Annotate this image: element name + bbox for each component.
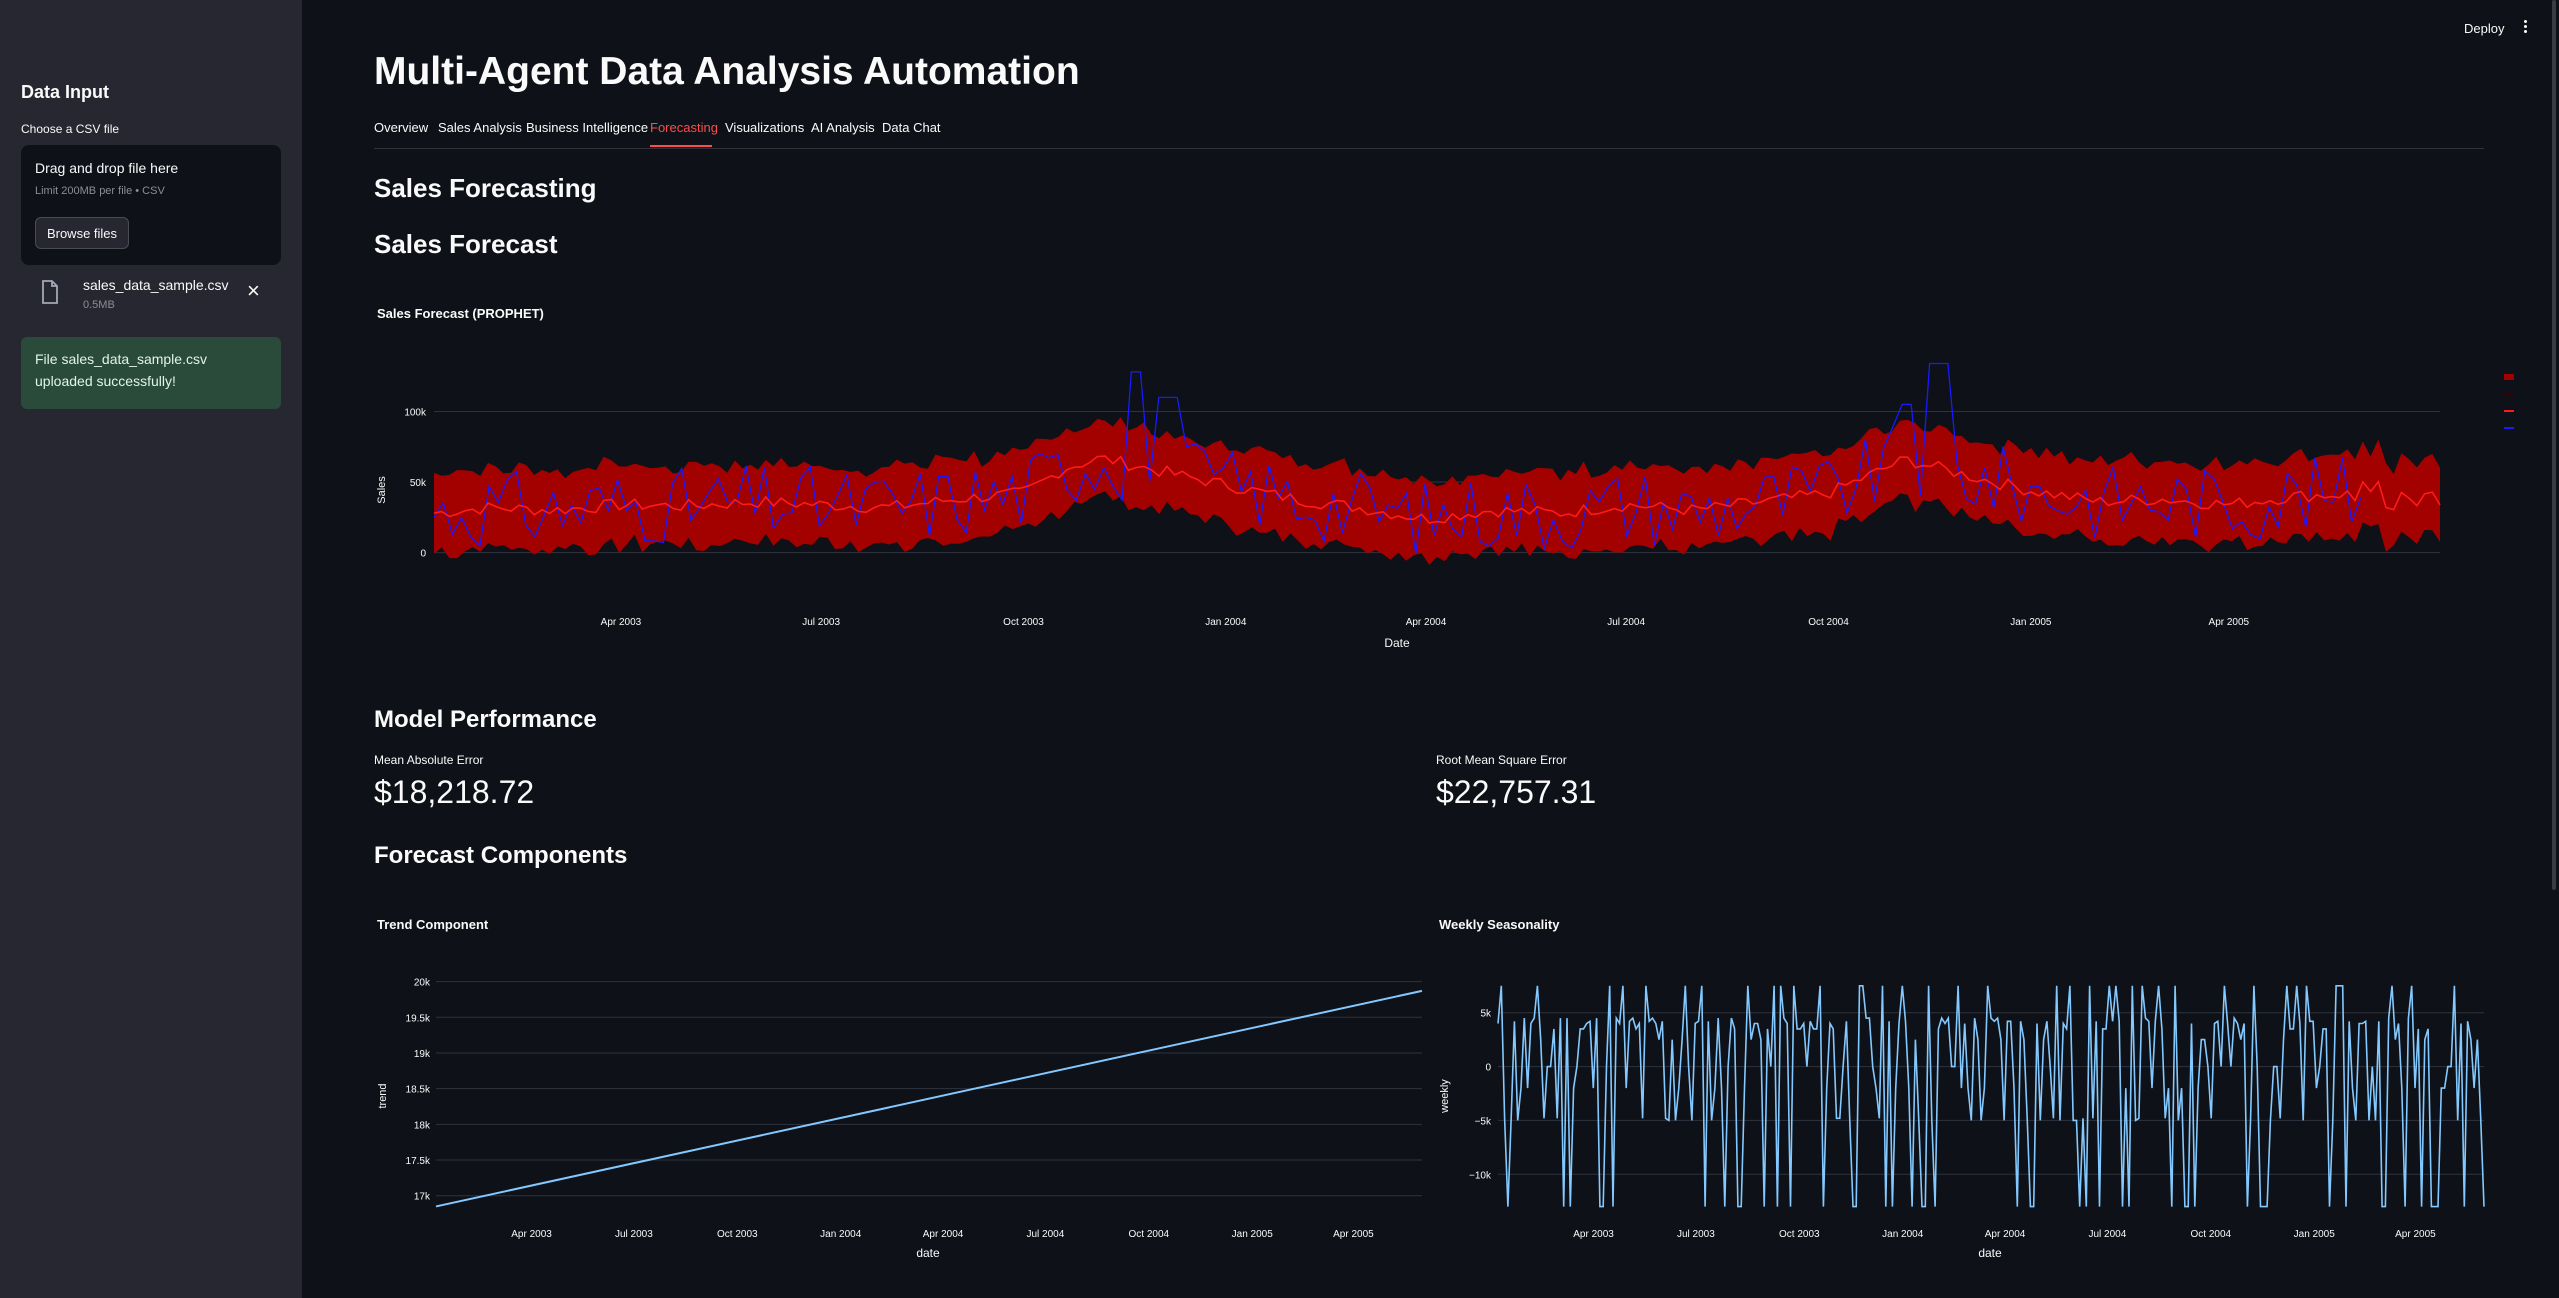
dropzone-limit: Limit 200MB per file • CSV <box>35 185 165 197</box>
sales-forecast-chart[interactable]: Sales Forecast (PROPHET) 0 50k 100k Apr 20… <box>374 295 2514 665</box>
scrollbar[interactable] <box>2552 0 2556 890</box>
metric-rmse-label: Root Mean Square Error <box>1436 753 1567 767</box>
x-tick-label: Jan 2005 <box>2010 617 2052 628</box>
y-tick-label: 0 <box>1485 1063 1491 1074</box>
x-tick-label: Jul 2003 <box>615 1229 653 1240</box>
tab-business-intelligence[interactable]: Business Intelligence <box>526 120 649 135</box>
x-tick-label: Jul 2004 <box>1607 617 1645 628</box>
y-tick-label: 20k <box>414 978 431 989</box>
trend-component-chart[interactable]: Trend Component 17k 17.5k 18k 18.5k 19k 19.5k… <box>374 910 1424 1270</box>
y-tick-label: 50k <box>410 478 427 489</box>
tab-visualizations[interactable]: Visualizations <box>725 120 805 135</box>
x-tick-label: Jul 2004 <box>2088 1229 2126 1240</box>
x-axis-label: date <box>1978 1246 2002 1260</box>
uploader-label: Choose a CSV file <box>21 122 120 136</box>
trend-series-line <box>435 989 1423 1208</box>
upload-success-alert: File sales_data_sample.csv uploaded succ… <box>21 337 281 409</box>
y-tick-label: 100k <box>404 407 427 418</box>
dropzone-text: Drag and drop file here <box>35 160 179 176</box>
x-tick-label: Oct 2004 <box>2191 1229 2232 1240</box>
y-tick-label: 17.5k <box>406 1156 431 1167</box>
components-heading: Forecast Components <box>374 842 628 869</box>
performance-heading: Model Performance <box>374 706 597 733</box>
x-tick-label: Oct 2003 <box>1003 617 1044 628</box>
x-tick-label: Apr 2003 <box>1573 1229 1614 1240</box>
tab-overview[interactable]: Overview <box>374 120 429 135</box>
chart-title: Sales Forecast (PROPHET) <box>377 306 544 321</box>
x-tick-label: Jul 2004 <box>1026 1229 1064 1240</box>
x-tick-label: Jan 2004 <box>1205 617 1247 628</box>
file-icon <box>42 280 58 304</box>
x-tick-label: Jul 2003 <box>1677 1229 1715 1240</box>
tab-sales-analysis[interactable]: Sales Analysis <box>438 120 522 135</box>
y-tick-label: 0 <box>420 549 426 560</box>
remove-file-close-icon[interactable]: × <box>247 278 260 303</box>
x-tick-label: Oct 2004 <box>1129 1229 1170 1240</box>
x-tick-label: Jan 2005 <box>1232 1229 1274 1240</box>
y-tick-label: 18.5k <box>406 1085 431 1096</box>
y-axis-label: Sales <box>376 476 388 504</box>
x-tick-label: Apr 2004 <box>923 1229 964 1240</box>
forecast-heading: Sales Forecast <box>374 229 558 259</box>
x-axis-label: date <box>916 1246 940 1260</box>
weekly-series-line <box>1497 985 2485 1208</box>
y-tick-label: 18k <box>414 1120 431 1131</box>
sidebar-title: Data Input <box>21 82 109 102</box>
y-axis-label: trend <box>377 1083 389 1108</box>
active-tab-indicator <box>650 145 712 147</box>
x-tick-label: Oct 2003 <box>717 1229 758 1240</box>
chart-title: Trend Component <box>377 917 489 932</box>
y-tick-label: −10k <box>1469 1170 1492 1181</box>
metric-rmse-value: $22,757.31 <box>1436 774 1597 810</box>
sidebar: Data Input Choose a CSV file Drag and dr… <box>0 0 302 1298</box>
chart-legend[interactable]: Lower CIUpper CIForecastHistorical <box>2504 373 2514 435</box>
x-tick-label: Jan 2004 <box>1882 1229 1924 1240</box>
tab-data-chat[interactable]: Data Chat <box>882 120 941 135</box>
x-tick-label: Apr 2005 <box>2395 1229 2436 1240</box>
x-tick-label: Jul 2003 <box>802 617 840 628</box>
weekly-seasonality-chart[interactable]: Weekly Seasonality −10k −5k 0 5k Apr 2003 Ju… <box>1436 910 2486 1270</box>
y-axis-label: weekly <box>1439 1079 1451 1114</box>
x-tick-label: Jan 2004 <box>820 1229 862 1240</box>
x-tick-label: Apr 2004 <box>1406 617 1447 628</box>
x-tick-label: Apr 2005 <box>1333 1229 1374 1240</box>
x-tick-label: Apr 2004 <box>1985 1229 2026 1240</box>
vertical-ellipsis-icon[interactable] <box>2521 18 2529 36</box>
x-tick-label: Apr 2005 <box>2209 617 2250 628</box>
y-tick-label: 19.5k <box>406 1013 431 1024</box>
x-tick-label: Apr 2003 <box>601 617 642 628</box>
x-axis-label: Date <box>1384 636 1410 650</box>
file-dropzone[interactable]: Drag and drop file here Limit 200MB per … <box>21 145 281 265</box>
tab-ai-analysis[interactable]: AI Analysis <box>811 120 875 135</box>
y-tick-label: 19k <box>414 1049 431 1060</box>
historical-series-line <box>433 362 2362 554</box>
browse-files-button[interactable]: Browse files <box>35 217 129 249</box>
tab-bar: Overview Sales Analysis Business Intelli… <box>374 120 2484 149</box>
uploaded-file: sales_data_sample.csv 0.5MB × <box>21 272 281 316</box>
y-tick-label: −5k <box>1475 1116 1492 1127</box>
deploy-button[interactable]: Deploy <box>2464 21 2505 36</box>
metric-mae-value: $18,218.72 <box>374 774 535 810</box>
file-size: 0.5MB <box>83 299 115 311</box>
y-tick-label: 5k <box>1480 1009 1492 1020</box>
tab-forecasting[interactable]: Forecasting <box>650 120 718 135</box>
confidence-interval-band <box>434 417 2440 565</box>
x-tick-label: Apr 2003 <box>511 1229 552 1240</box>
x-tick-label: Oct 2003 <box>1779 1229 1820 1240</box>
section-title: Sales Forecasting <box>374 173 597 203</box>
x-tick-label: Oct 2004 <box>1808 617 1849 628</box>
forecast-series-line <box>433 455 2441 524</box>
metric-mae-label: Mean Absolute Error <box>374 753 484 767</box>
y-tick-label: 17k <box>414 1192 431 1203</box>
chart-title: Weekly Seasonality <box>1439 917 1560 932</box>
x-tick-label: Jan 2005 <box>2294 1229 2336 1240</box>
file-name: sales_data_sample.csv <box>83 277 229 293</box>
page-title: Multi-Agent Data Analysis Automation <box>374 50 1080 93</box>
